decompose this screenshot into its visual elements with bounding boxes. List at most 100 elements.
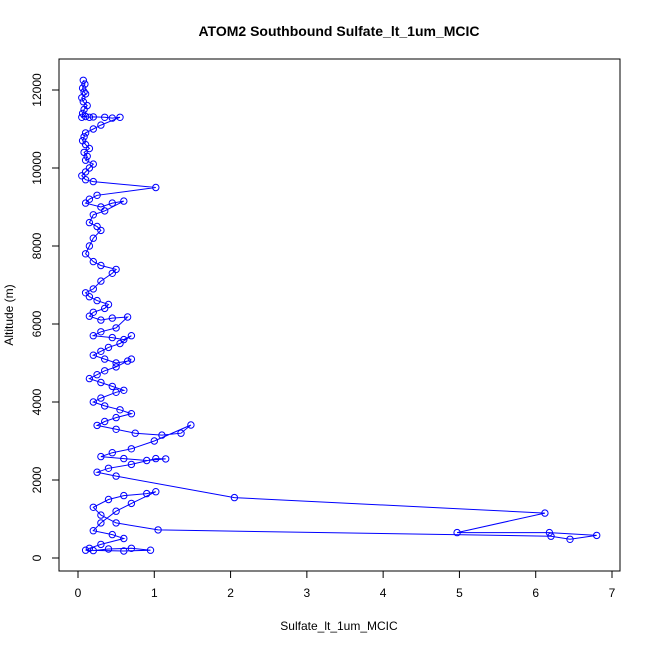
data-point (80, 133, 88, 141)
x-tick-label: 7 (609, 586, 616, 600)
data-point (85, 293, 94, 301)
x-tick-label: 3 (304, 586, 311, 600)
data-point (97, 226, 105, 235)
data-point (89, 527, 98, 535)
data-point (81, 546, 90, 554)
data-point (97, 261, 105, 270)
data-point (78, 94, 86, 102)
data-point (101, 207, 109, 215)
data-point (78, 113, 86, 122)
data-point (112, 507, 120, 515)
x-tick-label: 5 (456, 586, 463, 600)
data-point (116, 113, 124, 122)
data-point (112, 519, 120, 527)
data-point (108, 333, 117, 342)
data-point (112, 265, 120, 274)
data-point (81, 129, 90, 137)
data-point (104, 464, 113, 472)
y-axis: 0 2000 4000 6000 8000 10000 12000 (30, 73, 60, 561)
data-point (93, 296, 101, 305)
data-point (154, 526, 162, 534)
data-point (127, 499, 136, 508)
data-point (89, 308, 98, 316)
data-point (97, 316, 105, 324)
x-axis-label: Sulfate_lt_1um_MCIC (280, 619, 398, 633)
y-tick-label: 6000 (30, 310, 44, 337)
data-point (101, 417, 109, 426)
data-point (93, 371, 101, 379)
data-point (127, 445, 136, 453)
data-point (89, 160, 98, 168)
data-point (81, 156, 90, 164)
data-point (79, 98, 88, 106)
x-axis: 0 1 2 3 4 5 6 7 (75, 570, 616, 600)
data-point (127, 355, 136, 363)
data-point (89, 332, 98, 340)
data-point (104, 545, 113, 553)
data-point (101, 367, 109, 375)
data-point (143, 456, 151, 465)
data-point (120, 547, 128, 555)
data-point (120, 491, 128, 500)
data-point (97, 452, 105, 461)
data-point (85, 113, 94, 122)
data-point (112, 472, 120, 480)
data-point (85, 312, 94, 320)
x-tick-label: 1 (151, 586, 158, 600)
data-point (453, 528, 461, 537)
data-point (112, 388, 120, 396)
series-layer (78, 76, 601, 555)
data-point (127, 332, 136, 340)
data-point (177, 429, 185, 437)
data-point (81, 176, 90, 184)
data-point (112, 324, 120, 332)
x-tick-label: 4 (380, 586, 387, 600)
data-point (97, 347, 105, 355)
y-axis-label: Altitude (m) (2, 284, 16, 345)
data-point (150, 437, 159, 445)
data-point (85, 544, 94, 552)
data-point (97, 121, 105, 129)
data-point (85, 374, 94, 383)
data-point (89, 177, 98, 186)
data-point (89, 113, 98, 121)
data-point (116, 339, 124, 348)
data-point (108, 449, 117, 457)
y-tick-label: 8000 (30, 232, 44, 259)
data-point (89, 257, 98, 266)
data-point (101, 113, 109, 122)
data-point (78, 84, 87, 92)
data-point (101, 304, 109, 313)
data-point (547, 532, 555, 540)
data-point (81, 168, 90, 176)
y-tick-label: 0 (30, 554, 44, 561)
data-point (108, 114, 117, 122)
data-point (81, 112, 90, 121)
data-point (120, 197, 128, 205)
x-tick-label: 2 (227, 586, 234, 600)
data-point (120, 386, 128, 394)
data-point (112, 413, 120, 422)
data-point (230, 493, 239, 502)
data-point (127, 460, 136, 469)
data-point (79, 76, 88, 85)
data-point (97, 511, 105, 519)
data-point (93, 468, 101, 476)
data-point (104, 343, 113, 352)
data-point (116, 406, 124, 414)
data-point (152, 183, 160, 192)
data-point (80, 105, 88, 114)
data-point (97, 203, 105, 211)
data-point (112, 359, 120, 367)
data-point (97, 519, 105, 527)
series-line (81, 80, 597, 552)
data-point (81, 199, 90, 207)
data-point (81, 250, 90, 258)
data-point (89, 285, 98, 293)
data-point (541, 509, 549, 517)
data-point (152, 488, 160, 496)
data-point (89, 351, 98, 359)
y-tick-label: 4000 (30, 388, 44, 415)
data-point (85, 218, 94, 227)
data-point (108, 269, 117, 277)
